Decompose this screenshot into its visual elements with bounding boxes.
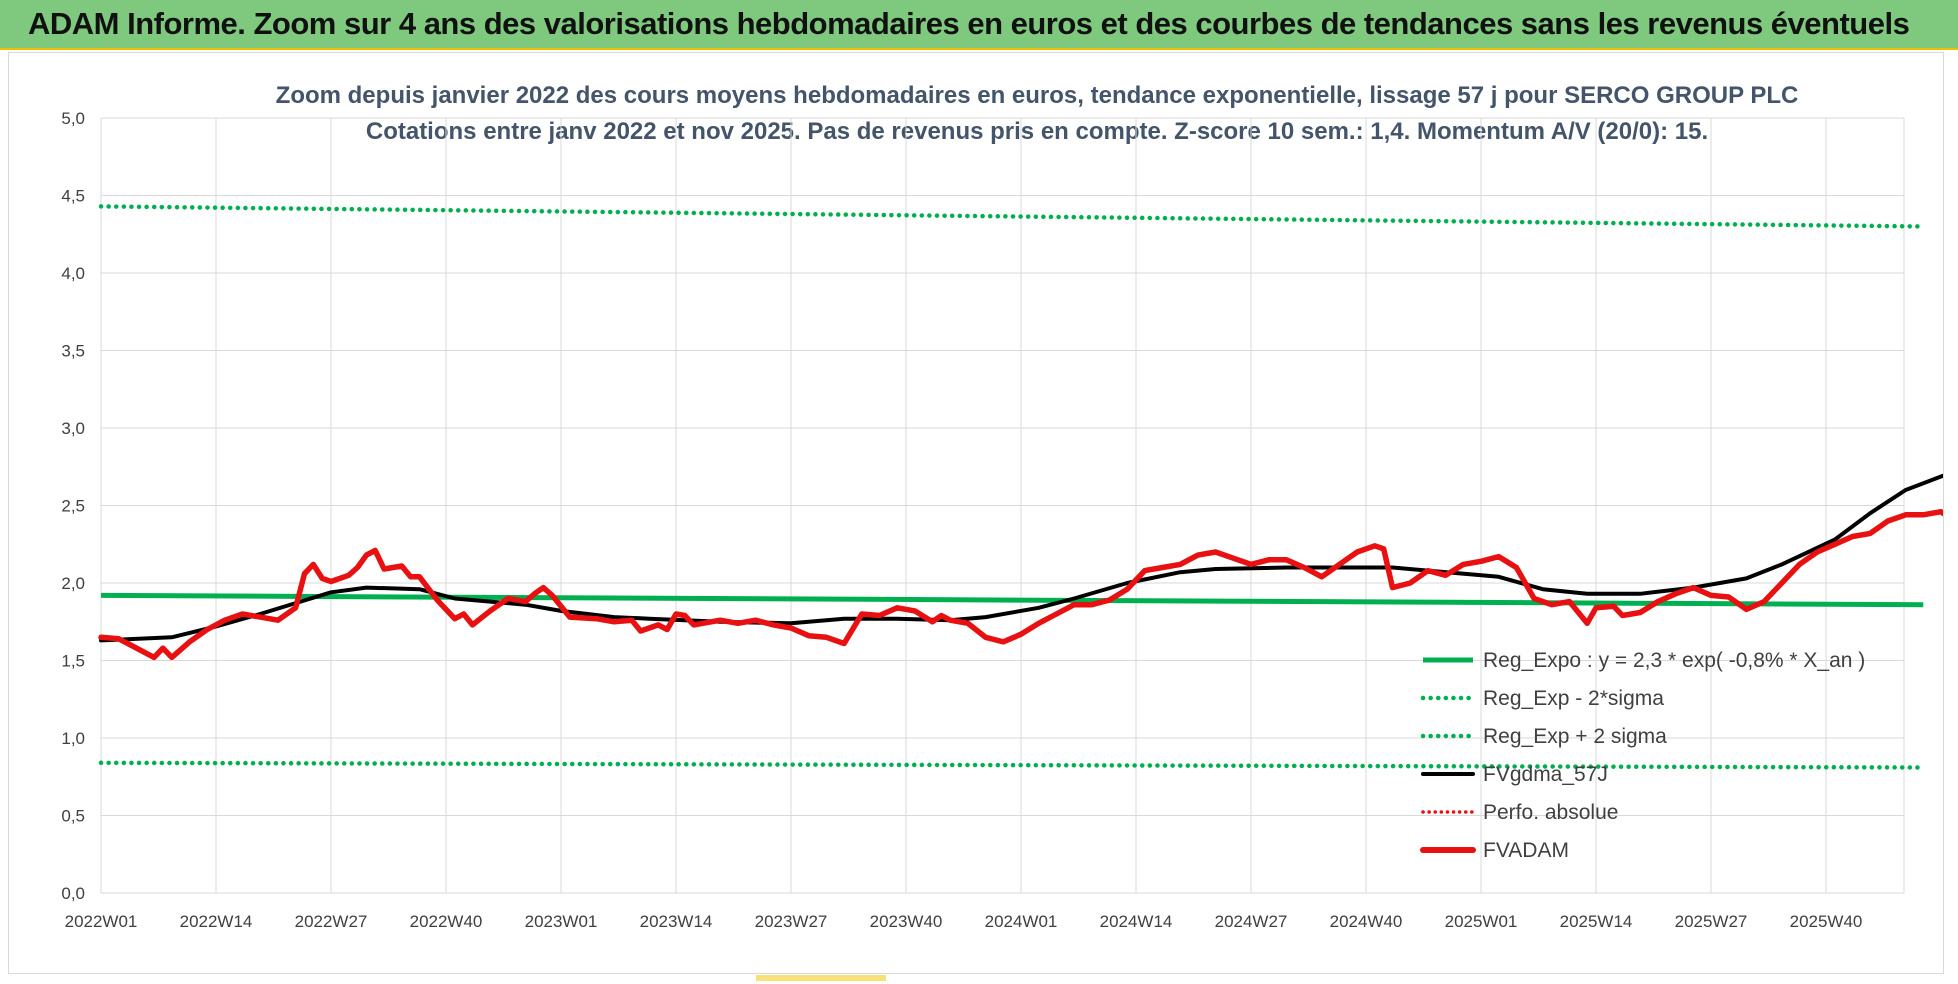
series-fvgdma-57j <box>99 473 1943 643</box>
x-tick-label: 2022W01 <box>65 912 138 931</box>
legend-label: FVgdma_57J <box>1483 763 1608 786</box>
legend-label: Reg_Exp + 2 sigma <box>1483 725 1667 748</box>
x-tick-label: 2022W14 <box>180 912 253 931</box>
x-tick-label: 2024W27 <box>1215 912 1288 931</box>
chart-frame: Zoom depuis janvier 2022 des cours moyen… <box>8 52 1944 974</box>
chart-subtitle: Cotations entre janv 2022 et nov 2025. P… <box>366 118 1708 145</box>
legend-label: Reg_Exp - 2*sigma <box>1483 687 1664 710</box>
y-tick-label: 1,0 <box>61 729 85 748</box>
y-tick-label: 2,0 <box>61 574 85 593</box>
banner: ADAM Informe. Zoom sur 4 ans des valoris… <box>0 0 1958 50</box>
y-tick-label: 0,5 <box>61 807 85 826</box>
legend: Reg_Expo : y = 2,3 * exp( -0,8% * X_an )… <box>1420 649 1865 862</box>
series-layer <box>98 204 1943 770</box>
bottom-accent-bar <box>756 975 886 981</box>
series-reg-exp-minus-2sigma <box>98 760 1926 770</box>
chart-title: Zoom depuis janvier 2022 des cours moyen… <box>276 82 1799 109</box>
y-tick-label: 1,5 <box>61 652 85 671</box>
series-fvadam <box>98 508 1943 661</box>
x-tick-label: 2023W40 <box>870 912 943 931</box>
x-tick-label: 2025W27 <box>1675 912 1748 931</box>
series-reg-expo <box>100 592 1924 608</box>
series-reg-exp-plus-2sigma <box>98 204 1926 229</box>
legend-label: Reg_Expo : y = 2,3 * exp( -0,8% * X_an ) <box>1483 649 1865 672</box>
chart-svg: Zoom depuis janvier 2022 des cours moyen… <box>61 82 1943 931</box>
banner-title: ADAM Informe. Zoom sur 4 ans des valoris… <box>28 6 1910 41</box>
x-tick-label: 2024W40 <box>1330 912 1403 931</box>
y-tick-label: 4,5 <box>61 187 85 206</box>
x-tick-label: 2023W01 <box>525 912 598 931</box>
y-tick-label: 2,5 <box>61 497 85 516</box>
y-tick-label: 3,5 <box>61 342 85 361</box>
x-tick-label: 2025W01 <box>1445 912 1518 931</box>
y-tick-label: 0,0 <box>61 884 85 903</box>
x-tick-label: 2022W40 <box>410 912 483 931</box>
y-tick-label: 3,0 <box>61 419 85 438</box>
x-tick-label: 2025W14 <box>1560 912 1633 931</box>
x-tick-label: 2025W40 <box>1790 912 1863 931</box>
y-tick-label: 4,0 <box>61 264 85 283</box>
legend-label: Perfo. absolue <box>1483 801 1618 824</box>
x-tick-label: 2022W27 <box>295 912 368 931</box>
y-tick-label: 5,0 <box>61 109 85 128</box>
legend-label: FVADAM <box>1483 839 1569 862</box>
y-axis-tick-labels: 0,0 0,5 1,0 1,5 2,0 2,5 3,0 3,5 4,0 4,5 5,0 <box>61 109 85 903</box>
x-tick-label: 2023W14 <box>640 912 713 931</box>
x-tick-label: 2024W14 <box>1100 912 1173 931</box>
horizontal-gridlines <box>101 117 1904 894</box>
x-axis-tick-labels: 2022W01 2022W14 2022W27 2022W40 2023W01 2023W… <box>65 912 1863 931</box>
x-tick-label: 2023W27 <box>755 912 828 931</box>
x-tick-label: 2024W01 <box>985 912 1058 931</box>
